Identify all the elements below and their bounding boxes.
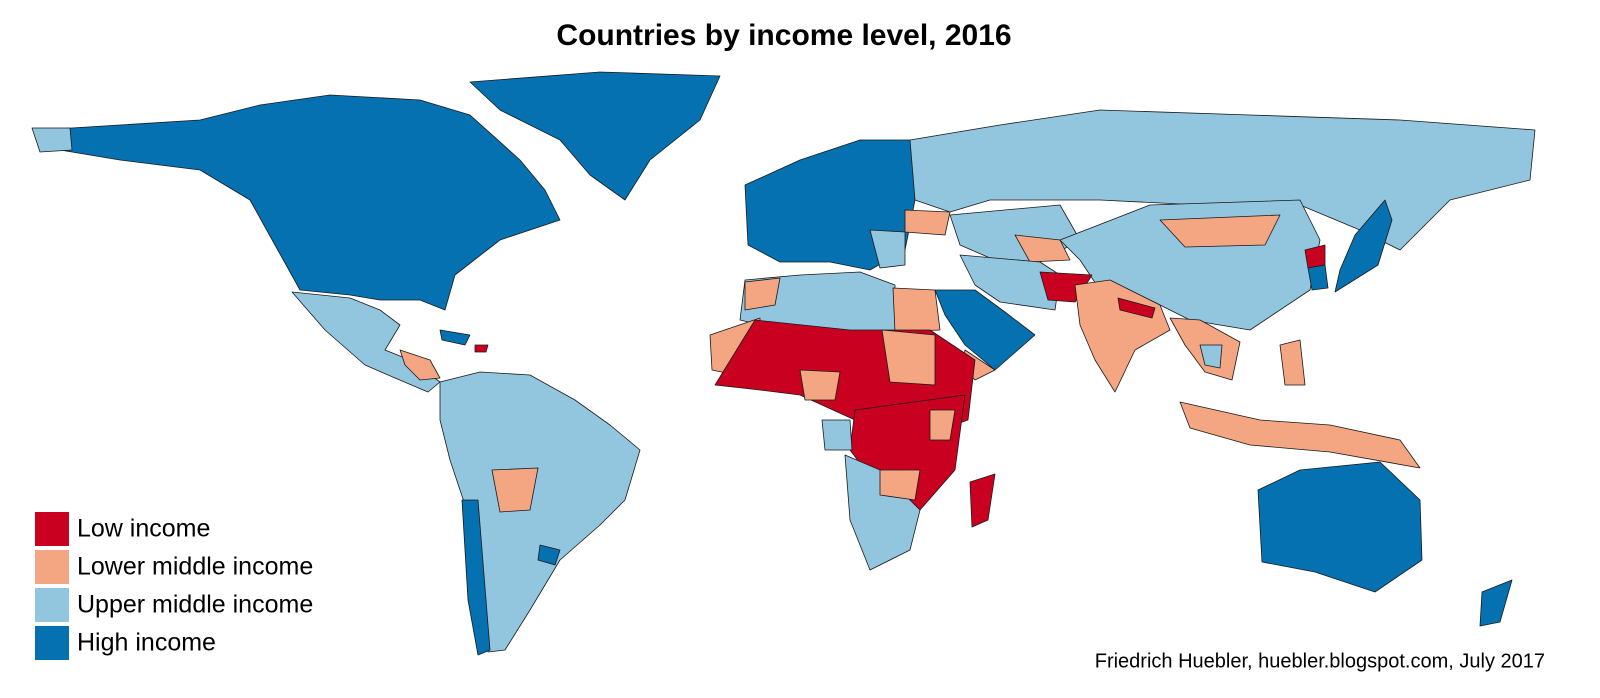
country-region: [881, 329, 936, 386]
country-region: [869, 229, 906, 269]
country-region: [821, 419, 853, 451]
legend-swatch: [35, 588, 69, 622]
legend-label: Lower middle income: [77, 553, 313, 581]
country-region: [799, 369, 841, 401]
country-region: [39, 94, 561, 311]
country-region: [1199, 344, 1223, 369]
country-region: [399, 349, 441, 381]
legend-swatch: [35, 512, 69, 546]
country-region: [879, 469, 921, 501]
legend-swatch: [35, 626, 69, 660]
legend-swatch: [35, 550, 69, 584]
country-region: [1117, 297, 1156, 319]
country-region: [1307, 264, 1329, 291]
country-region: [904, 209, 951, 236]
country-region: [929, 409, 956, 441]
legend-label: Low income: [77, 515, 210, 543]
map-title: Countries by income level, 2016: [556, 19, 1011, 52]
country-region: [1014, 234, 1071, 263]
country-region: [474, 344, 489, 353]
country-region: [1179, 401, 1421, 469]
country-region: [1159, 214, 1281, 248]
country-region: [469, 71, 721, 201]
country-region: [491, 467, 539, 513]
country-region: [934, 289, 1036, 371]
country-region: [1257, 461, 1423, 593]
country-region: [1279, 339, 1306, 386]
country-region: [744, 277, 781, 311]
world-map: [31, 71, 1536, 656]
country-region: [959, 254, 1061, 311]
country-region: [537, 544, 561, 566]
country-region: [439, 329, 471, 346]
legend: Low income Lower middle income Upper middl…: [35, 512, 313, 660]
country-region: [461, 499, 491, 656]
country-region: [31, 127, 73, 153]
credit: Friedrich Huebler, huebler.blogspot.com,…: [1095, 650, 1545, 672]
legend-label: High income: [77, 629, 216, 657]
country-region: [969, 473, 996, 528]
country-region: [892, 287, 941, 333]
country-region: [1479, 579, 1513, 627]
country-region: [1334, 199, 1393, 293]
legend-label: Upper middle income: [77, 591, 313, 619]
